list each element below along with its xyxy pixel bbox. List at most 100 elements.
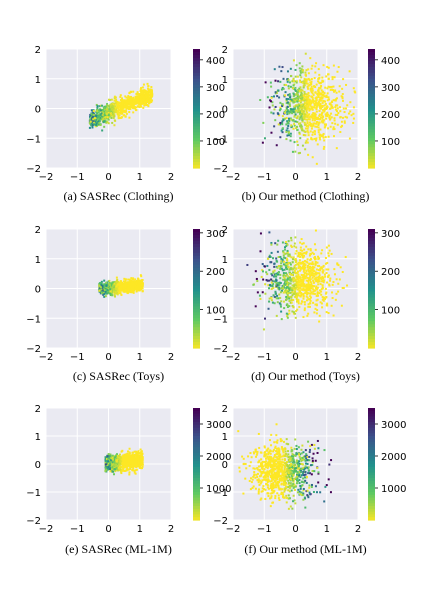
scatter-point xyxy=(99,290,102,293)
scatter-point xyxy=(104,105,107,108)
colorbar-segment xyxy=(193,315,200,319)
y-tick-label: 0 xyxy=(222,285,228,296)
scatter-point xyxy=(296,143,299,146)
colorbar-tick-label: 1000 xyxy=(206,484,231,495)
scatter-point xyxy=(285,123,288,126)
scatter-point xyxy=(275,257,278,260)
scatter-point xyxy=(306,494,309,497)
scatter-point xyxy=(335,292,338,295)
scatter-points xyxy=(104,447,144,476)
scatter-point xyxy=(103,107,106,110)
x-tick-label: 1 xyxy=(137,352,143,363)
scatter-point xyxy=(297,253,300,256)
colorbar-segment xyxy=(368,234,375,239)
scatter-point xyxy=(300,262,303,265)
scatter-point xyxy=(274,495,277,498)
scatter-point xyxy=(273,125,276,128)
scatter-point xyxy=(330,104,333,107)
scatter-point xyxy=(313,106,316,109)
scatter-point xyxy=(132,96,135,99)
scatter-point xyxy=(280,257,283,260)
scatter-point xyxy=(264,81,267,84)
scatter-point xyxy=(315,278,318,281)
scatter-point xyxy=(125,457,128,460)
scatter-point xyxy=(326,281,329,284)
scatter-point xyxy=(293,283,296,286)
scatter-point xyxy=(292,306,295,309)
scatter-point xyxy=(285,245,288,248)
scatter-point xyxy=(121,461,124,464)
scatter-point xyxy=(318,105,321,108)
scatter-point xyxy=(320,120,323,123)
scatter-point xyxy=(281,455,284,458)
scatter-point xyxy=(110,286,113,289)
scatter-point xyxy=(99,113,102,116)
scatter-point xyxy=(133,469,136,472)
scatter-point xyxy=(319,117,322,120)
scatter-point xyxy=(299,137,302,140)
scatter-point xyxy=(104,295,107,298)
scatter-points xyxy=(88,82,154,132)
scatter-point xyxy=(310,262,313,265)
scatter-point xyxy=(286,243,289,246)
scatter-point xyxy=(90,113,93,116)
scatter-point xyxy=(288,305,291,308)
scatter-point xyxy=(314,125,317,128)
scatter-point xyxy=(290,236,293,239)
scatter-point xyxy=(319,97,322,100)
scatter-point xyxy=(128,282,131,285)
scatter-point xyxy=(293,285,296,288)
scatter-point xyxy=(307,153,310,156)
scatter-point xyxy=(314,278,317,281)
scatter-point xyxy=(149,92,152,95)
scatter-point xyxy=(310,85,313,88)
scatter-point xyxy=(106,105,109,108)
scatter-point xyxy=(311,117,314,120)
scatter-point xyxy=(305,74,308,77)
scatter-point xyxy=(294,312,297,315)
scatter-point xyxy=(321,96,324,99)
scatter-point xyxy=(310,95,313,98)
scatter-point xyxy=(314,117,317,120)
scatter-point xyxy=(113,99,116,102)
scatter-point xyxy=(281,120,284,123)
scatter-point xyxy=(139,96,142,99)
scatter-point xyxy=(309,270,312,273)
scatter-point xyxy=(286,110,289,113)
scatter-point xyxy=(281,105,284,108)
scatter-point xyxy=(294,263,297,266)
scatter-point xyxy=(293,242,296,245)
scatter-point xyxy=(348,137,351,140)
colorbar-segment xyxy=(368,285,375,290)
colorbar-segment xyxy=(368,342,375,346)
colorbar-segment xyxy=(368,309,375,313)
scatter-point xyxy=(106,464,109,467)
scatter-point xyxy=(310,296,313,299)
scatter-point xyxy=(105,281,108,284)
scatter-point xyxy=(277,256,280,259)
scatter-point xyxy=(322,93,325,96)
scatter-point xyxy=(101,118,104,121)
scatter-point xyxy=(295,276,298,279)
scatter-point xyxy=(118,102,121,105)
scatter-point xyxy=(314,277,317,280)
scatter-point xyxy=(283,290,286,293)
scatter-point xyxy=(128,459,131,462)
scatter-point xyxy=(111,121,114,124)
scatter-point xyxy=(286,304,289,307)
scatter-point xyxy=(91,121,94,124)
scatter-point xyxy=(279,255,282,258)
scatter-point xyxy=(114,458,117,461)
scatter-point xyxy=(286,80,289,83)
colorbar-segment xyxy=(368,144,375,148)
scatter-point xyxy=(112,460,115,463)
scatter-point xyxy=(143,90,146,93)
scatter-point xyxy=(299,71,302,74)
colorbar-segment xyxy=(193,81,200,86)
scatter-point xyxy=(274,79,277,82)
scatter-point xyxy=(254,305,257,308)
scatter-point xyxy=(103,279,106,282)
scatter-point xyxy=(297,299,300,302)
scatter-point xyxy=(125,468,128,471)
scatter-point xyxy=(286,127,289,130)
